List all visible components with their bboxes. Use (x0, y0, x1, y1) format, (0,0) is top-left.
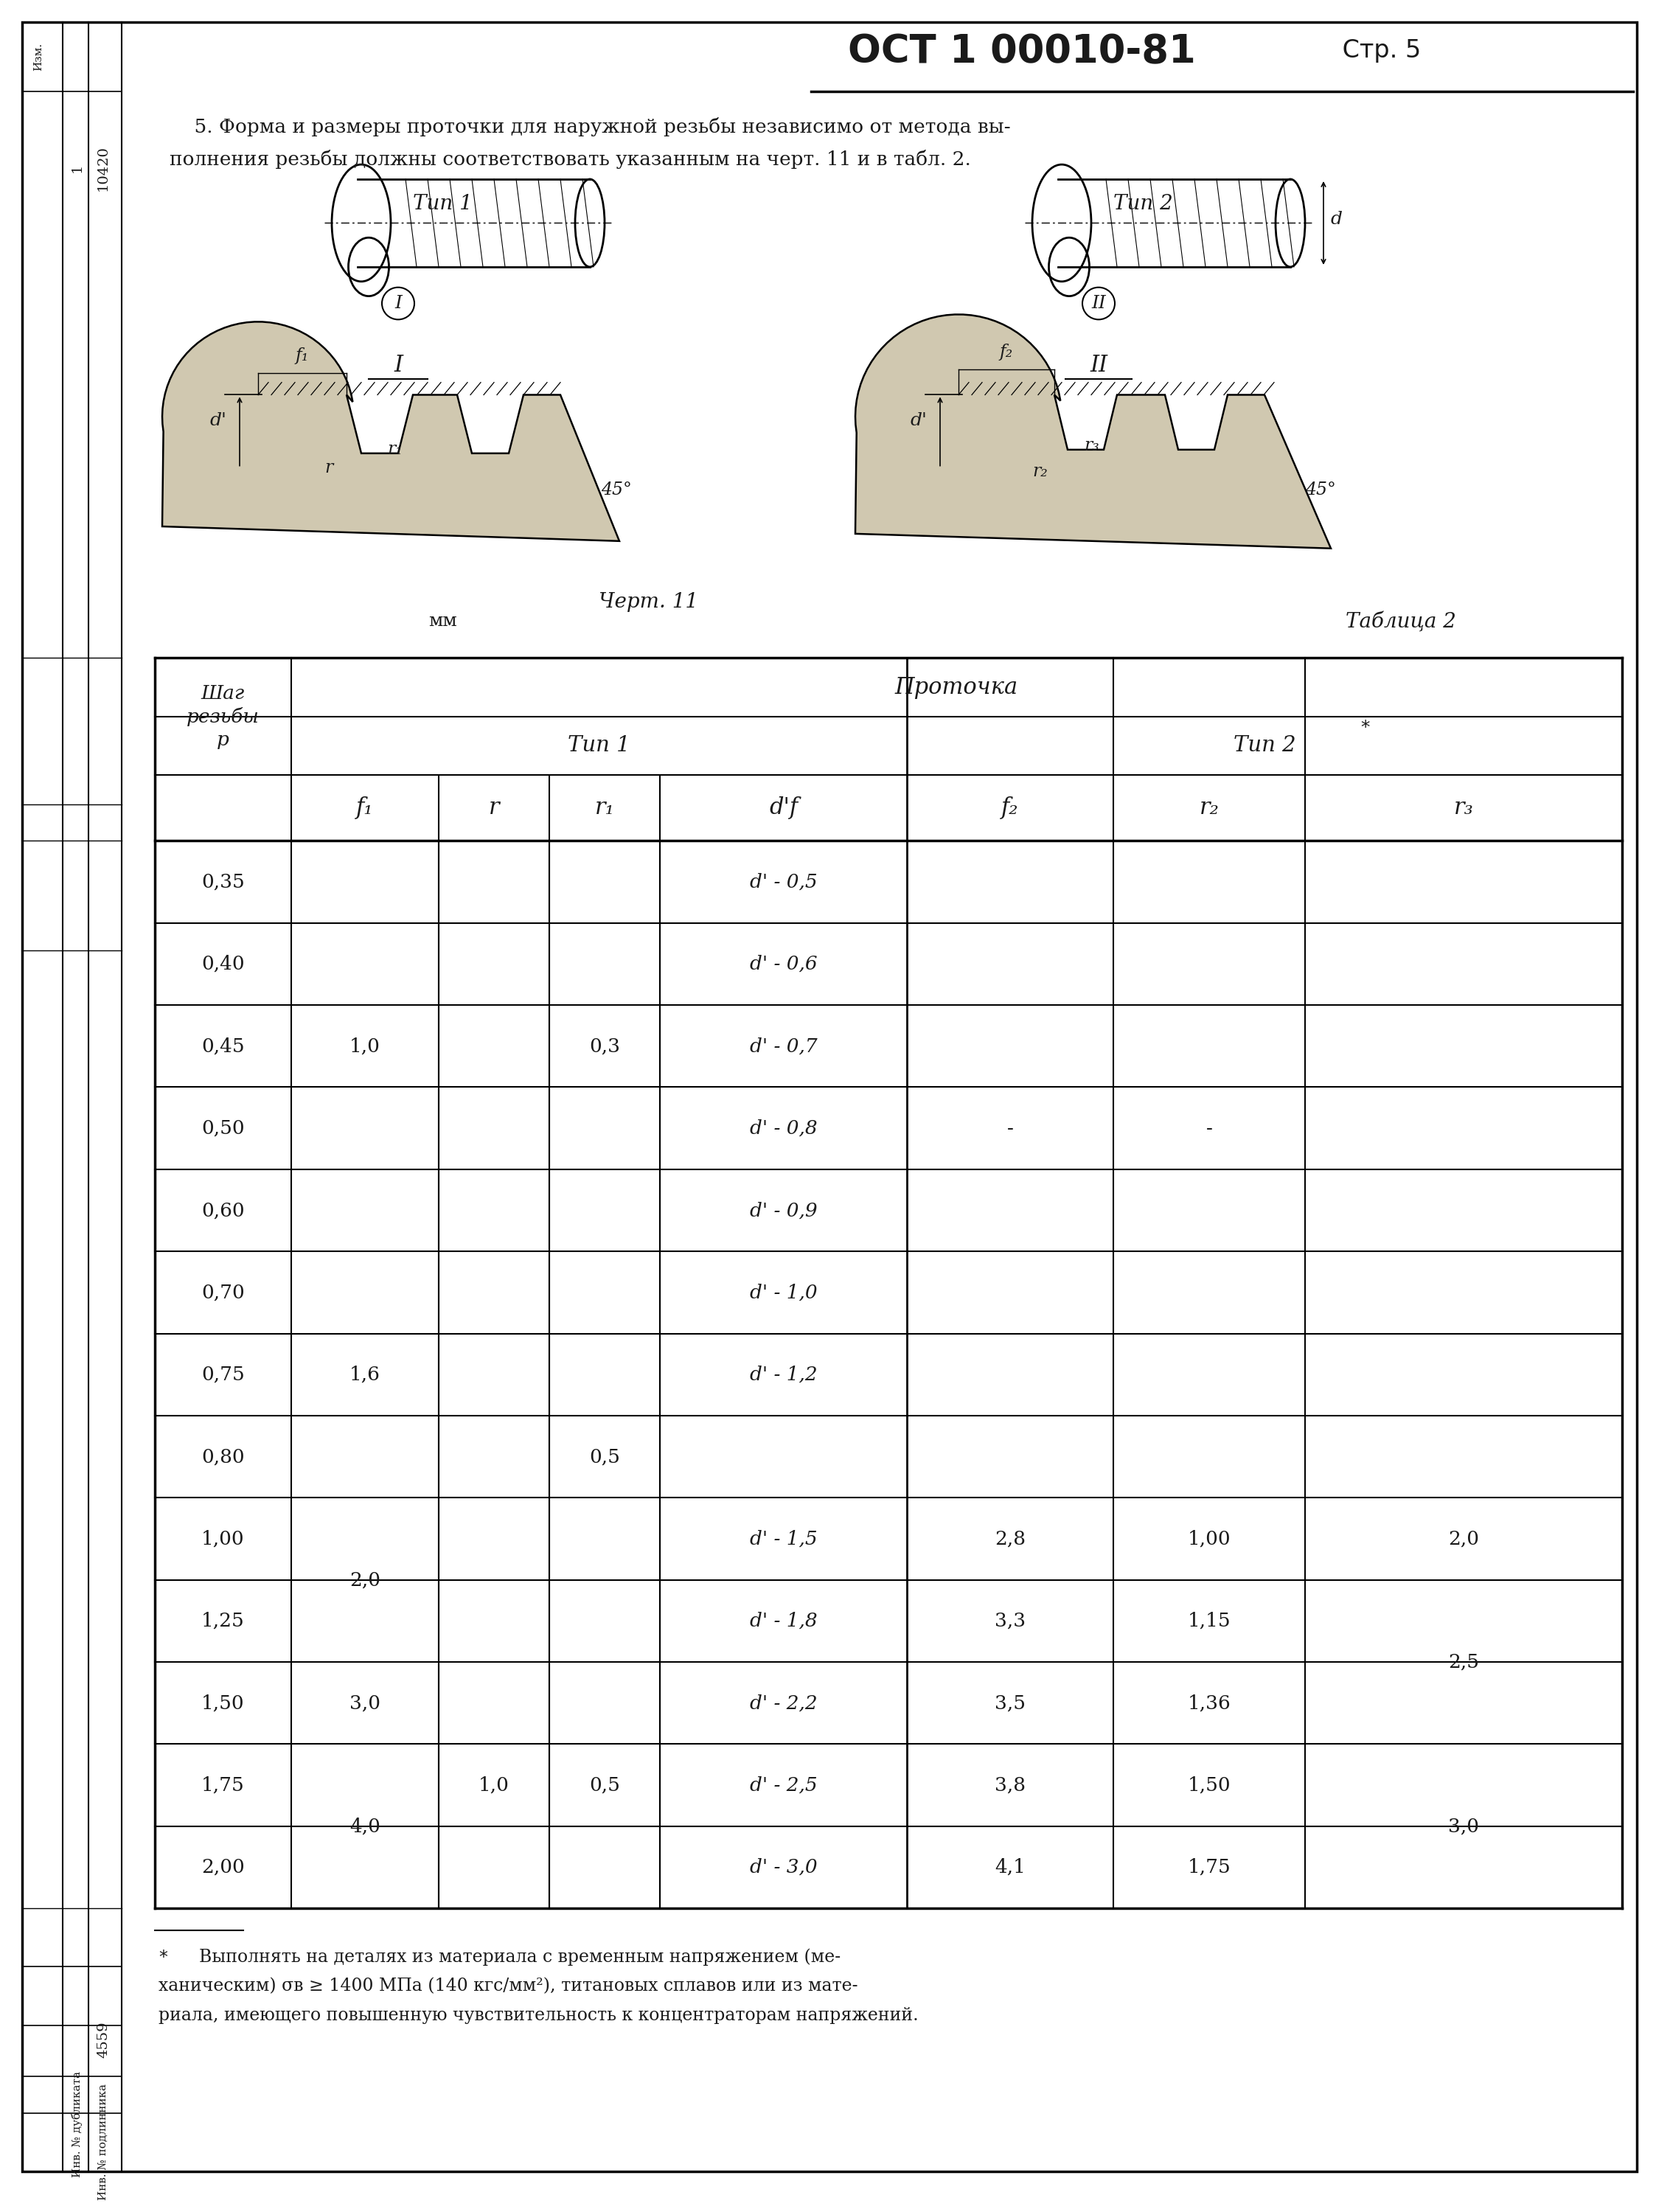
Text: d' - 0,9: d' - 0,9 (750, 1201, 816, 1219)
Text: d': d' (210, 411, 227, 429)
Text: 5. Форма и размеры проточки для наружной резьбы независимо от метода вы-: 5. Форма и размеры проточки для наружной… (169, 117, 1010, 137)
Text: риала, имеющего повышенную чувствительность к концентраторам напряжений.: риала, имеющего повышенную чувствительно… (159, 2006, 919, 2024)
Text: 10420: 10420 (96, 146, 109, 190)
Text: 1,0: 1,0 (479, 1776, 510, 1794)
Text: -: - (1007, 1119, 1013, 1137)
Text: 1,50: 1,50 (202, 1694, 245, 1712)
Text: f₁: f₁ (356, 796, 374, 818)
Text: 2,5: 2,5 (1447, 1652, 1479, 1672)
Text: Инв. № дубликата: Инв. № дубликата (71, 2070, 83, 2177)
Text: II: II (1091, 294, 1106, 312)
Text: *: * (1360, 719, 1370, 737)
Text: r₃: r₃ (1454, 796, 1474, 818)
Text: r₃: r₃ (1083, 438, 1100, 453)
Text: d' - 0,8: d' - 0,8 (750, 1119, 816, 1137)
Text: ханическим) σв ≥ 1400 МПа (140 кгс/мм²), титановых сплавов или из мате-: ханическим) σв ≥ 1400 МПа (140 кгс/мм²),… (159, 1978, 858, 1995)
Text: 0,40: 0,40 (202, 956, 245, 973)
Text: 1,75: 1,75 (1187, 1858, 1230, 1876)
Text: r: r (325, 460, 333, 476)
Text: 3,0: 3,0 (1447, 1816, 1479, 1836)
Text: 0,3: 0,3 (590, 1037, 619, 1055)
Text: 2,0: 2,0 (349, 1571, 381, 1588)
Text: 1,50: 1,50 (1187, 1776, 1230, 1794)
Text: 2,8: 2,8 (995, 1531, 1025, 1548)
Text: r₁: r₁ (388, 440, 402, 458)
Text: 3,8: 3,8 (995, 1776, 1025, 1794)
Polygon shape (162, 321, 619, 542)
Text: d: d (1331, 210, 1343, 228)
Text: d' - 0,7: d' - 0,7 (750, 1037, 816, 1055)
Text: I: I (394, 294, 402, 312)
Text: Тип 1: Тип 1 (412, 195, 472, 215)
Text: I: I (394, 354, 402, 376)
Text: Таблица 2: Таблица 2 (1346, 611, 1456, 633)
Text: 0,45: 0,45 (202, 1037, 245, 1055)
Text: 2,0: 2,0 (1447, 1531, 1479, 1548)
Text: 1,6: 1,6 (349, 1365, 381, 1385)
Text: 0,50: 0,50 (202, 1119, 245, 1137)
Text: d' - 1,2: d' - 1,2 (750, 1365, 816, 1385)
Text: II: II (1090, 354, 1108, 376)
Text: Выполнять на деталях из материала с временным напряжением (ме-: Выполнять на деталях из материала с врем… (177, 1949, 841, 1966)
Text: 1,75: 1,75 (202, 1776, 245, 1794)
Text: Тип 2: Тип 2 (1113, 195, 1172, 215)
Text: 4,1: 4,1 (995, 1858, 1025, 1876)
Polygon shape (854, 314, 1331, 549)
Text: 1,36: 1,36 (1187, 1694, 1230, 1712)
Text: Стр. 5: Стр. 5 (1335, 38, 1421, 62)
Text: d' - 2,5: d' - 2,5 (750, 1776, 816, 1794)
Text: 1,00: 1,00 (1187, 1531, 1230, 1548)
Text: 4,0: 4,0 (349, 1816, 381, 1836)
Text: d' - 1,8: d' - 1,8 (750, 1613, 816, 1630)
Text: 1,15: 1,15 (1187, 1613, 1230, 1630)
Text: f₂: f₂ (1002, 796, 1018, 818)
Text: -: - (1206, 1119, 1212, 1137)
Text: 0,60: 0,60 (202, 1201, 245, 1219)
Text: d' - 3,0: d' - 3,0 (750, 1858, 816, 1876)
Text: d': d' (911, 411, 927, 429)
Text: Тип 2: Тип 2 (1234, 734, 1295, 757)
Text: r₂: r₂ (1032, 462, 1048, 480)
Text: Проточка: Проточка (894, 677, 1018, 699)
Text: Шаг
резьбы
p: Шаг резьбы p (187, 684, 260, 750)
Text: 0,70: 0,70 (202, 1283, 245, 1301)
Text: 0,80: 0,80 (202, 1447, 245, 1467)
Text: Тип 1: Тип 1 (568, 734, 631, 757)
Text: 0,5: 0,5 (590, 1447, 619, 1467)
Text: 3,0: 3,0 (349, 1694, 381, 1712)
Text: d' - 0,5: d' - 0,5 (750, 874, 816, 891)
Text: 45°: 45° (601, 482, 633, 498)
Text: мм: мм (429, 613, 457, 630)
Text: d' - 2,2: d' - 2,2 (750, 1694, 816, 1712)
Text: 1: 1 (71, 164, 84, 173)
Text: d' - 0,6: d' - 0,6 (750, 956, 816, 973)
Text: r: r (489, 796, 500, 818)
Text: 1,25: 1,25 (202, 1613, 245, 1630)
Text: d' - 1,5: d' - 1,5 (750, 1531, 816, 1548)
Text: *: * (159, 1949, 167, 1966)
Text: 4559: 4559 (96, 2022, 109, 2057)
Text: Черт. 11: Черт. 11 (599, 593, 699, 613)
Text: Инв. № подлинника: Инв. № подлинника (98, 2084, 108, 2201)
Text: 0,75: 0,75 (202, 1365, 245, 1385)
Text: полнения резьбы должны соответствовать указанным на черт. 11 и в табл. 2.: полнения резьбы должны соответствовать у… (169, 150, 970, 168)
Text: f₂: f₂ (1000, 343, 1013, 361)
Text: 2,00: 2,00 (202, 1858, 245, 1876)
Text: d' - 1,0: d' - 1,0 (750, 1283, 816, 1301)
Text: d'f: d'f (768, 796, 798, 818)
Text: 3,3: 3,3 (995, 1613, 1025, 1630)
Text: 1,00: 1,00 (202, 1531, 245, 1548)
Text: r₁: r₁ (595, 796, 614, 818)
Text: ОСТ 1 00010-81: ОСТ 1 00010-81 (848, 33, 1196, 71)
Text: 45°: 45° (1305, 482, 1336, 498)
Text: 3,5: 3,5 (995, 1694, 1025, 1712)
Text: Изм.: Изм. (33, 42, 43, 71)
Text: r₂: r₂ (1199, 796, 1219, 818)
Text: 1,0: 1,0 (349, 1037, 381, 1055)
Text: f₁: f₁ (295, 347, 310, 365)
Text: 0,35: 0,35 (202, 874, 245, 891)
Text: 0,5: 0,5 (590, 1776, 619, 1794)
